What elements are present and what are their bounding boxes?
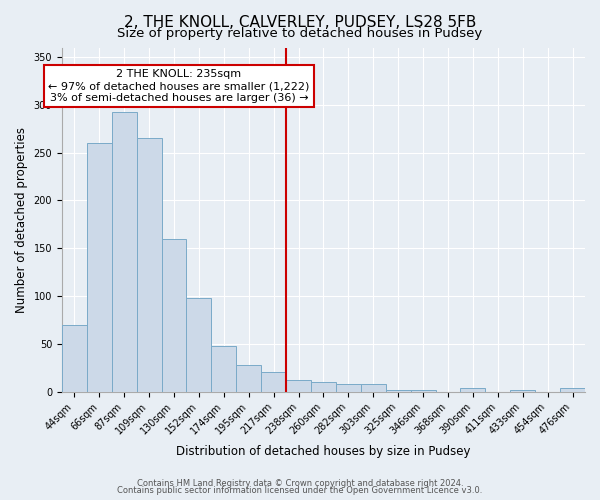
Text: Contains HM Land Registry data © Crown copyright and database right 2024.: Contains HM Land Registry data © Crown c… xyxy=(137,478,463,488)
Bar xyxy=(112,112,137,392)
Bar xyxy=(410,390,436,392)
Bar xyxy=(87,143,112,392)
Bar xyxy=(361,384,386,392)
Bar xyxy=(311,382,336,392)
Bar xyxy=(460,388,485,392)
Bar xyxy=(510,390,535,392)
Bar xyxy=(161,238,187,392)
Bar xyxy=(137,138,161,392)
Bar xyxy=(386,390,410,392)
Bar xyxy=(261,372,286,392)
Bar xyxy=(236,365,261,392)
Text: 2 THE KNOLL: 235sqm
← 97% of detached houses are smaller (1,222)
3% of semi-deta: 2 THE KNOLL: 235sqm ← 97% of detached ho… xyxy=(48,70,310,102)
X-axis label: Distribution of detached houses by size in Pudsey: Distribution of detached houses by size … xyxy=(176,444,471,458)
Bar xyxy=(187,298,211,392)
Bar xyxy=(62,324,87,392)
Text: 2, THE KNOLL, CALVERLEY, PUDSEY, LS28 5FB: 2, THE KNOLL, CALVERLEY, PUDSEY, LS28 5F… xyxy=(124,15,476,30)
Text: Contains public sector information licensed under the Open Government Licence v3: Contains public sector information licen… xyxy=(118,486,482,495)
Bar xyxy=(560,388,585,392)
Y-axis label: Number of detached properties: Number of detached properties xyxy=(15,126,28,312)
Bar xyxy=(336,384,361,392)
Text: Size of property relative to detached houses in Pudsey: Size of property relative to detached ho… xyxy=(118,28,482,40)
Bar xyxy=(211,346,236,392)
Bar xyxy=(286,380,311,392)
